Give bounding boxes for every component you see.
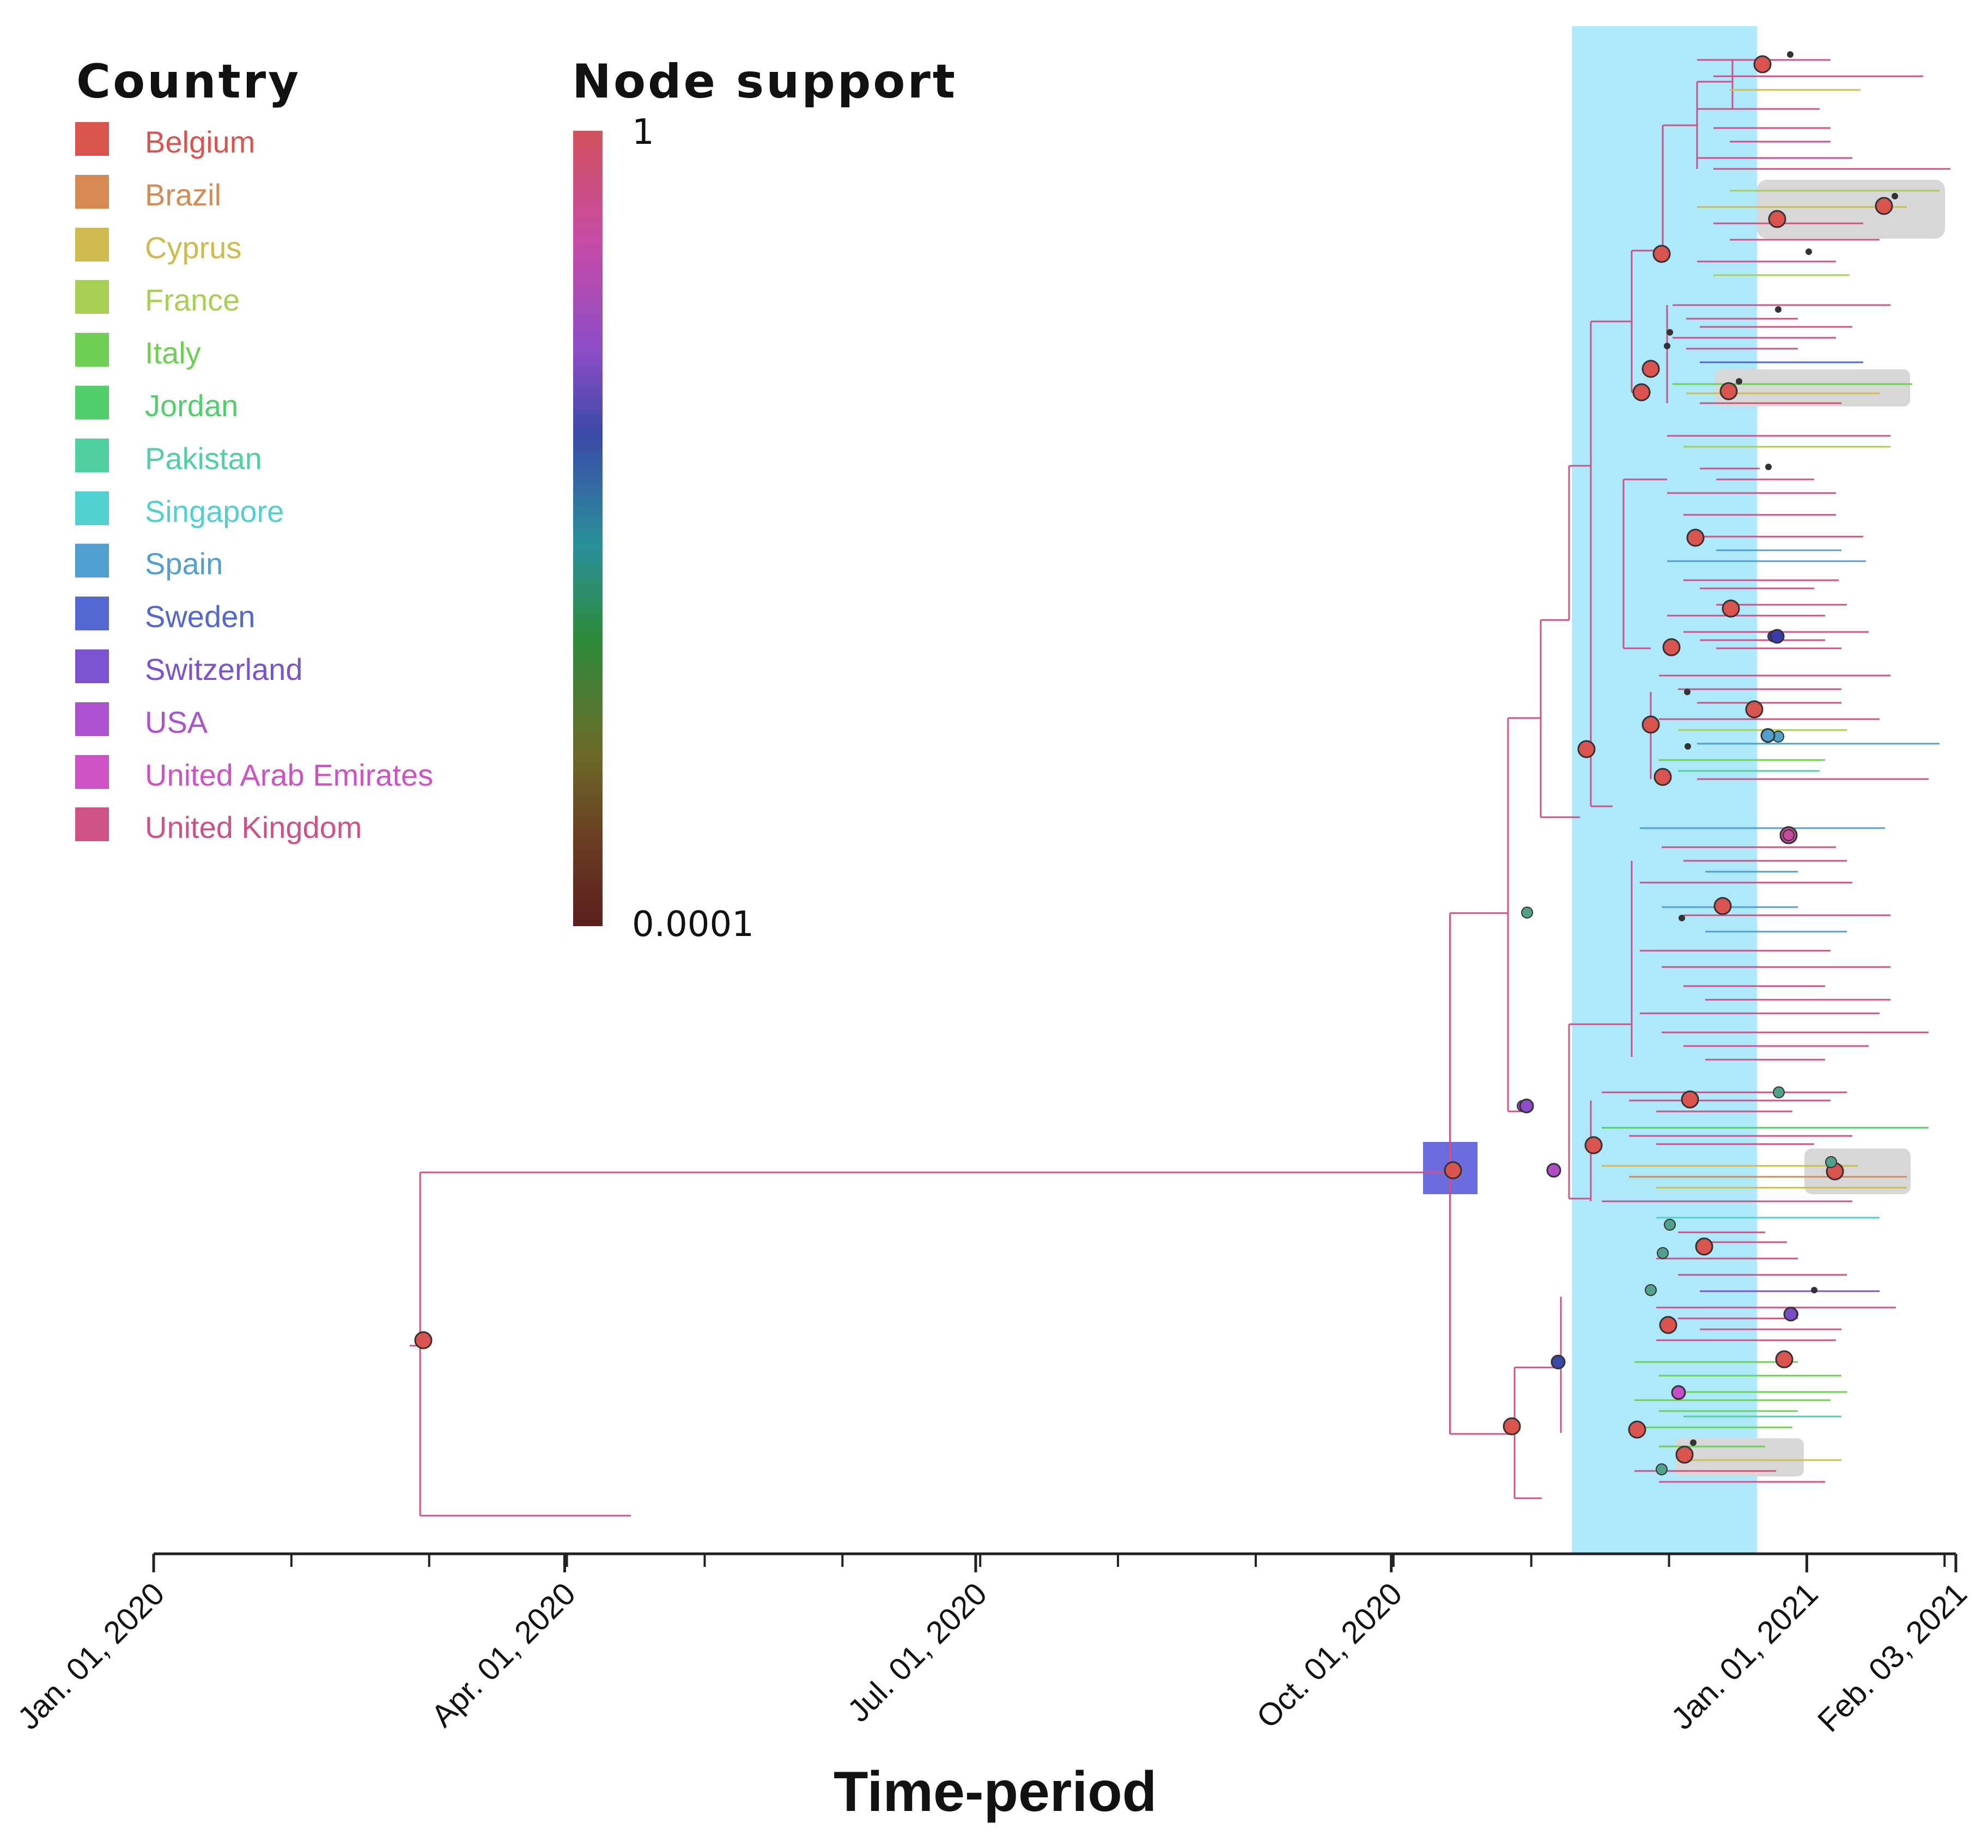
node-marker [1645,1285,1656,1296]
legend-swatch [75,597,109,630]
legend-label: Spain [145,546,223,581]
node-support-max-label: 1 [632,112,654,153]
node-marker [1643,361,1659,377]
node-marker [1783,830,1794,841]
node-marker [1629,1421,1645,1438]
legend-label: USA [145,704,208,740]
time-axis [154,1554,1956,1572]
node-marker [1663,639,1680,655]
node-marker [1660,1317,1676,1333]
node-marker [1445,1162,1461,1178]
node-marker [1876,198,1892,214]
node-marker [1811,1287,1817,1293]
legend-label: Brazil [145,177,221,212]
node-marker [1723,600,1739,617]
node-marker [1653,246,1670,262]
node-marker [1720,383,1737,399]
node-marker [1776,307,1781,312]
node-marker [1547,1164,1560,1177]
node-marker [1736,379,1742,384]
node-marker [1643,716,1659,733]
node-marker [1664,1219,1675,1230]
node-marker [1552,1355,1565,1369]
node-marker [1788,52,1793,57]
node-marker [1696,1238,1712,1255]
node-marker [1806,249,1811,254]
node-marker [1664,343,1670,349]
x-axis-title: Time-period [834,1760,1157,1825]
legend-swatch [75,649,109,683]
node-support-colorbar [573,131,603,926]
node-marker [1656,1464,1667,1475]
node-marker [1715,898,1731,914]
legend-swatch [75,386,109,420]
clade-box-1 [1757,180,1945,239]
legend-label: Pakistan [145,441,262,476]
node-marker [1676,1446,1693,1463]
legend-label: United Kingdom [145,810,362,845]
legend-swatch [75,544,109,578]
node-marker [1672,1386,1685,1399]
node-marker [1655,769,1671,785]
node-marker [1784,1308,1797,1321]
node-marker [1520,1099,1533,1113]
node-marker [1578,741,1595,757]
legend-swatch [75,807,109,841]
node-marker [1761,729,1774,742]
clade-box-2 [1715,369,1910,406]
node-marker [415,1332,431,1348]
legend-label: Jordan [145,388,238,423]
node-marker [1776,1351,1792,1367]
legend-swatch [75,280,109,314]
node-marker [1746,701,1762,718]
node-marker [1633,384,1650,400]
node-marker [1685,689,1690,695]
node-marker [1754,56,1771,72]
node-marker [1773,1087,1784,1098]
node-marker [1504,1418,1520,1434]
node-marker [1667,330,1673,335]
legend-swatch [75,122,109,156]
node-marker [1682,1091,1698,1108]
node-marker [1687,530,1704,546]
legend-label: Switzerland [145,652,302,687]
node-marker [1892,193,1898,199]
node-marker [1585,1137,1602,1153]
node-marker [1769,211,1785,227]
legend-swatch [75,491,109,525]
country-legend-title: Country [76,54,301,109]
legend-swatch [75,175,109,209]
legend-label: France [145,282,240,318]
node-marker [1771,630,1784,643]
node-support-min-label: 0.0001 [632,904,754,945]
node-support-title: Node support [572,54,957,109]
legend-swatch [75,755,109,789]
legend-label: Sweden [145,599,255,634]
node-marker [1691,1440,1696,1445]
legend-swatch [75,702,109,736]
legend-label: Italy [145,335,201,370]
legend-swatch [75,439,109,472]
node-marker [1826,1157,1837,1168]
node-marker [1522,907,1533,918]
legend-swatch [75,333,109,367]
node-marker [1685,744,1691,749]
legend-label: Singapore [145,494,284,529]
legend-label: United Arab Emirates [145,757,433,793]
node-marker [1679,915,1685,921]
node-marker [1657,1248,1668,1259]
legend-label: Cyprus [145,230,241,265]
node-marker [1766,464,1771,470]
phylogenetic-tree-chart [0,0,1988,1848]
legend-label: Belgium [145,124,255,160]
legend-swatch [75,228,109,262]
